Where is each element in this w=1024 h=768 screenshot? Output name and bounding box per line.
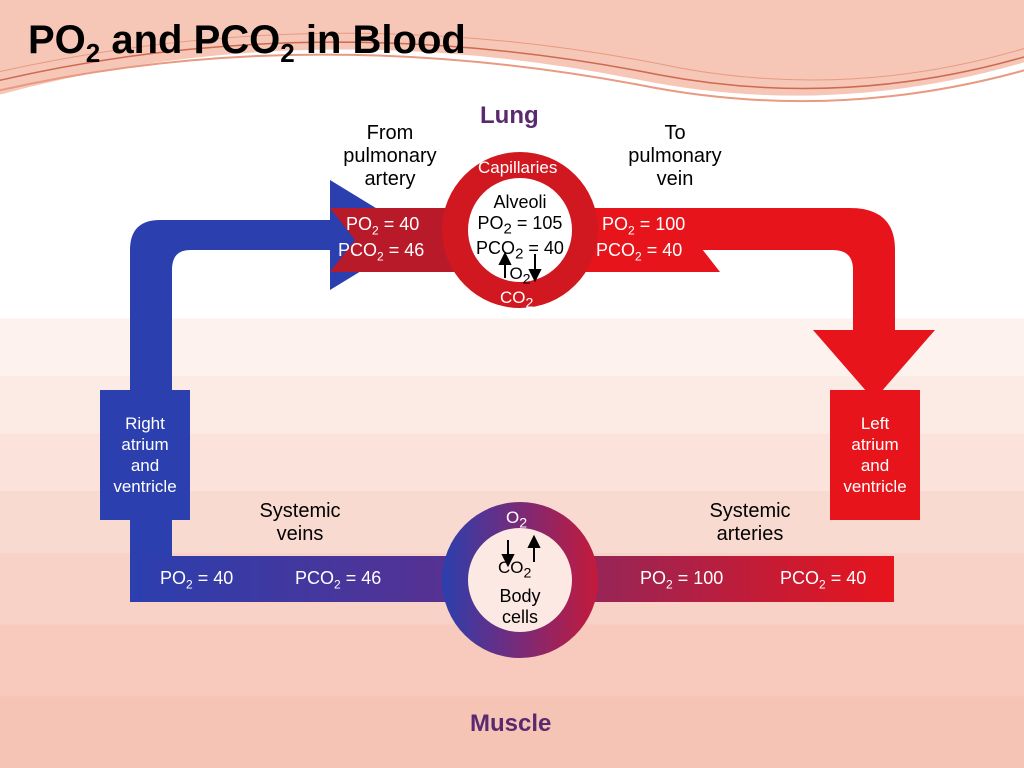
systemic-arteries-label: Systemic arteries bbox=[690, 500, 810, 546]
title-sub1: 2 bbox=[86, 38, 100, 68]
alveoli-o2: O2 bbox=[470, 264, 570, 288]
title-sub2: 2 bbox=[280, 38, 294, 68]
circulation-diagram: Lung Muscle From pulmonary artery To pul… bbox=[0, 100, 1024, 768]
muscle-title: Muscle bbox=[470, 710, 551, 738]
to-pv-label: To pulmonary vein bbox=[615, 122, 735, 191]
pv-out-pco2: PCO2 = 40 bbox=[596, 240, 682, 264]
body-cells-label: Body cells bbox=[490, 586, 550, 627]
pa-in-po2: PO2 = 40 bbox=[346, 214, 419, 238]
pv-out-po2: PO2 = 100 bbox=[602, 214, 685, 238]
alveoli-pco2: PCO2 = 40 bbox=[470, 238, 570, 263]
slide-title: PO2 and PCO2 in Blood bbox=[28, 18, 466, 69]
title-po: PO bbox=[28, 18, 86, 62]
left-heart-box: Left atrium and ventricle bbox=[830, 390, 920, 520]
sv-pco2: PCO2 = 46 bbox=[295, 568, 381, 592]
slide: PO2 and PCO2 in Blood bbox=[0, 0, 1024, 768]
sv-po2: PO2 = 40 bbox=[160, 568, 233, 592]
muscle-o2-label: O2 bbox=[506, 508, 527, 532]
lung-co2-label: CO2 bbox=[500, 288, 533, 312]
sa-pco2: PCO2 = 40 bbox=[780, 568, 866, 592]
title-mid: and PCO bbox=[100, 18, 280, 62]
alveoli-block: Alveoli PO2 = 105 PCO2 = 40 O2 bbox=[470, 192, 570, 288]
title-post: in Blood bbox=[295, 18, 466, 62]
systemic-veins-label: Systemic veins bbox=[240, 500, 360, 546]
right-heart-box: Right atrium and ventricle bbox=[100, 390, 190, 520]
pa-in-pco2: PCO2 = 46 bbox=[338, 240, 424, 264]
capillaries-label: Capillaries bbox=[478, 158, 557, 178]
lung-title: Lung bbox=[480, 102, 539, 130]
muscle-co2-label: CO2 bbox=[498, 558, 531, 582]
from-pa-label: From pulmonary artery bbox=[330, 122, 450, 191]
alveoli-po2: PO2 = 105 bbox=[470, 213, 570, 238]
sa-po2: PO2 = 100 bbox=[640, 568, 723, 592]
alveoli-label: Alveoli bbox=[470, 192, 570, 213]
